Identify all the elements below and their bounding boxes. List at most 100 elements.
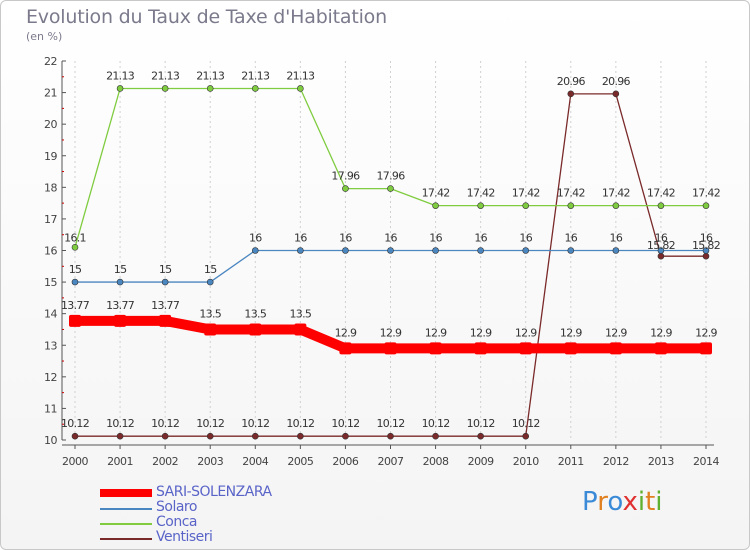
x-tick-label: 2011 [558, 455, 584, 468]
legend-label-solaro: Solaro [156, 499, 197, 515]
y-tick-label: 11 [44, 402, 57, 415]
data-label: 17.42 [602, 187, 630, 200]
data-label: 10.12 [151, 417, 179, 430]
data-point [609, 342, 622, 355]
chart-title: Evolution du Taux de Taxe d'Habitation [26, 6, 387, 28]
data-point [204, 323, 217, 336]
y-tick-label: 20 [44, 118, 57, 131]
data-point [564, 342, 577, 355]
data-point [206, 278, 214, 286]
chart-subtitle: (en %) [26, 30, 63, 43]
data-point [432, 247, 439, 254]
data-label: 13.5 [290, 307, 312, 320]
data-point [116, 85, 124, 92]
legend-swatch-ventiseri [100, 538, 152, 540]
data-label: 21.13 [106, 69, 135, 82]
data-label: 16 [519, 232, 532, 245]
logo-letter: r [597, 487, 608, 517]
x-tick-label: 2009 [468, 455, 494, 468]
legend-swatch-conca [100, 523, 152, 525]
data-label: 17.42 [467, 187, 495, 200]
data-point [432, 432, 439, 440]
data-label: 16 [294, 232, 307, 245]
x-tick-label: 2008 [423, 455, 449, 468]
data-label: 13.5 [244, 307, 266, 320]
data-label: 12.9 [605, 326, 627, 339]
data-point [342, 432, 349, 440]
data-point [71, 244, 79, 251]
data-label: 13.77 [151, 299, 180, 312]
data-label: 21.13 [196, 69, 225, 82]
data-point [477, 432, 484, 440]
legend-swatch-solaro [100, 508, 152, 510]
data-point [161, 432, 169, 440]
data-point [522, 202, 530, 209]
data-point [567, 90, 575, 98]
y-tick-label: 21 [44, 87, 57, 100]
data-label: 15 [114, 263, 127, 276]
proxiti-logo: Proxiti [582, 487, 663, 517]
y-tick-label: 17 [44, 213, 57, 226]
x-tick-label: 2013 [648, 455, 674, 468]
data-label: 12.9 [515, 326, 537, 339]
data-label: 10.12 [331, 417, 359, 430]
data-point [702, 252, 710, 260]
data-label: 17.42 [512, 187, 540, 200]
data-label: 17.42 [557, 187, 585, 200]
data-point [657, 252, 665, 260]
data-label: 15.82 [647, 239, 675, 252]
data-label: 21.13 [241, 69, 270, 82]
data-label: 15 [159, 263, 172, 276]
data-point [654, 342, 667, 355]
data-point [206, 85, 214, 92]
data-label: 16 [474, 232, 487, 245]
data-point [477, 247, 484, 254]
data-label: 16 [249, 232, 262, 245]
data-point [161, 85, 169, 92]
x-tick-label: 2007 [378, 455, 404, 468]
x-tick-label: 2000 [62, 455, 88, 468]
data-label: 16 [384, 232, 397, 245]
logo-letter: t [645, 487, 656, 517]
data-point [387, 432, 394, 440]
y-tick-label: 18 [44, 181, 57, 194]
data-label: 20.96 [602, 75, 631, 88]
data-label: 13.77 [106, 299, 135, 312]
data-point [159, 314, 172, 327]
data-label: 10.12 [512, 417, 540, 430]
y-tick-label: 22 [44, 55, 57, 68]
data-label: 15 [69, 263, 82, 276]
data-label: 10.12 [196, 417, 224, 430]
data-label: 12.9 [425, 326, 447, 339]
data-point [342, 185, 349, 192]
data-label: 12.9 [380, 326, 402, 339]
x-tick-label: 2005 [287, 455, 313, 468]
logo-letter: i [655, 487, 663, 517]
data-label: 13.77 [61, 299, 90, 312]
data-label: 20.96 [557, 75, 586, 88]
data-point [297, 432, 304, 440]
data-point [657, 247, 665, 254]
data-point [251, 85, 259, 92]
data-label: 10.12 [422, 417, 450, 430]
data-label: 10.12 [241, 417, 269, 430]
data-label: 10.12 [377, 417, 405, 430]
data-point [339, 342, 352, 355]
legend-label-ventiseri: Ventiseri [156, 529, 213, 545]
data-label: 12.9 [470, 326, 492, 339]
data-label: 21.13 [286, 69, 315, 82]
data-point [432, 202, 439, 209]
legend-label-conca: Conca [156, 514, 198, 530]
data-label: 10.12 [286, 417, 314, 430]
logo-letter: i [637, 487, 646, 517]
y-tick-label: 16 [44, 245, 57, 258]
data-point [477, 202, 484, 209]
data-point [116, 278, 124, 286]
data-point [71, 432, 79, 440]
data-point [612, 247, 620, 254]
data-label: 16.1 [64, 231, 86, 244]
data-point [206, 432, 214, 440]
y-tick-label: 19 [44, 150, 57, 163]
